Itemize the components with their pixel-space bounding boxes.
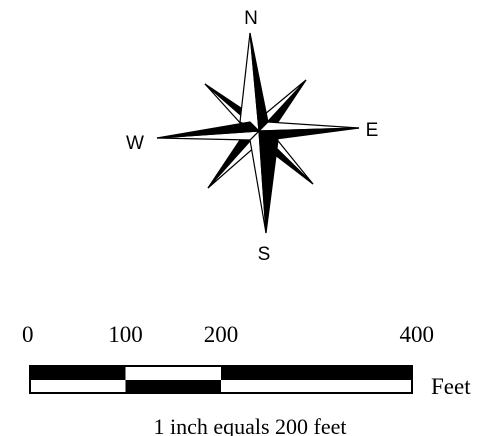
- compass-label-east: E: [366, 120, 379, 141]
- scale-ratio-text: 1 inch equals 200 feet: [153, 414, 346, 436]
- scale-tick-label: 0: [22, 322, 34, 347]
- scale-tick-label: 400: [400, 322, 435, 347]
- scale-bar-outline: [29, 365, 413, 394]
- scale-tick-label: 200: [204, 322, 239, 347]
- compass-label-south: S: [258, 244, 271, 265]
- scale-tick-label: 100: [108, 322, 143, 347]
- scale-segment-upper: [221, 366, 412, 380]
- scale-segment-lower: [125, 380, 221, 393]
- scale-segment-lower: [221, 380, 412, 393]
- scale-unit-label: Feet: [431, 374, 471, 399]
- scale-segment-upper: [125, 366, 221, 380]
- compass-rose-icon: [156, 32, 360, 234]
- scale-segment-lower: [30, 380, 126, 393]
- compass-cardinal-points: [156, 32, 360, 234]
- scale-segment-upper: [30, 366, 126, 380]
- scale-tick-labels: 0 100 200 400: [22, 322, 434, 347]
- compass-label-west: W: [126, 133, 144, 154]
- compass-label-north: N: [244, 8, 258, 29]
- scale-bar: [29, 365, 413, 394]
